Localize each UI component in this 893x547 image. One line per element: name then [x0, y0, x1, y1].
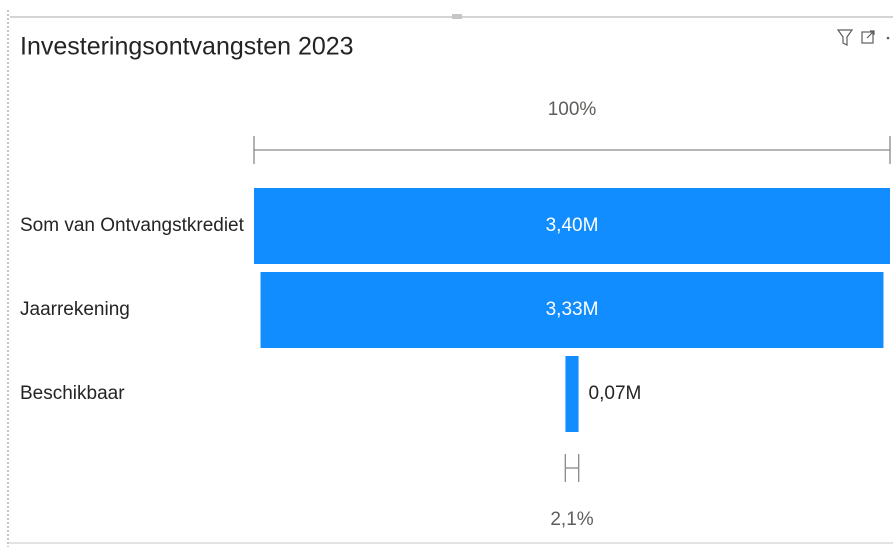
funnel-bar	[565, 356, 579, 432]
category-label: Beschikbaar	[20, 383, 125, 404]
resize-handle[interactable]	[452, 14, 462, 19]
category-label: Som van Ontvangstkrediet	[20, 215, 245, 236]
chart-title: Investeringsontvangsten 2023	[20, 33, 354, 61]
data-label: 0,07M	[589, 383, 642, 404]
data-label: 3,33M	[546, 299, 599, 320]
filter-icon[interactable]	[836, 29, 854, 46]
data-label: 3,40M	[546, 215, 599, 236]
bottom-percent-label: 2,1%	[550, 509, 593, 530]
more-options[interactable]	[886, 36, 890, 40]
category-label: Jaarrekening	[20, 299, 130, 320]
funnel-bar	[254, 188, 890, 264]
focus-mode-icon[interactable]	[861, 30, 875, 44]
funnel-bar	[260, 272, 884, 348]
top-percent-label: 100%	[548, 99, 597, 120]
